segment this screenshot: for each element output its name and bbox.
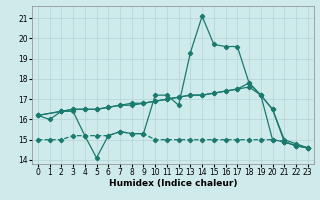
X-axis label: Humidex (Indice chaleur): Humidex (Indice chaleur) [108, 179, 237, 188]
